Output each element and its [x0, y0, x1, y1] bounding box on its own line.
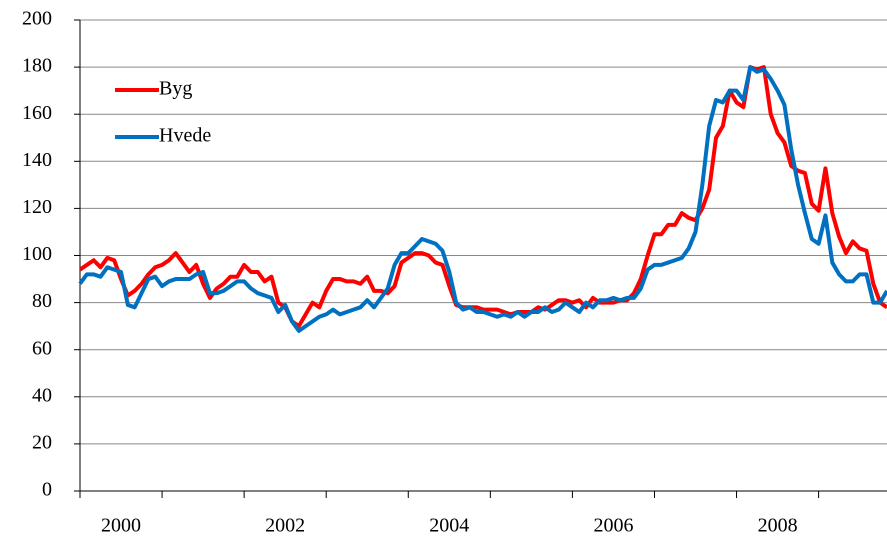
- x-tick-label: 2000: [101, 515, 141, 537]
- y-tick-label: 40: [32, 384, 52, 406]
- y-tick-label: 100: [22, 243, 52, 265]
- x-tick-label: 2002: [265, 515, 305, 537]
- y-tick-label: 20: [32, 431, 52, 453]
- y-tick-label: 160: [22, 102, 52, 124]
- data-line: [78, 65, 887, 329]
- y-tick-label: 0: [42, 479, 52, 501]
- x-tick-label: 2008: [758, 515, 798, 537]
- y-tick-label: 80: [32, 290, 52, 312]
- legend-label: Byg: [159, 78, 192, 100]
- y-tick-label: 140: [22, 149, 52, 171]
- y-tick-label: 120: [22, 196, 52, 218]
- data-line: [78, 65, 887, 333]
- legend-label: Hvede: [159, 125, 211, 147]
- x-tick-label: 2004: [429, 515, 469, 537]
- y-tick-label: 180: [22, 55, 52, 77]
- y-tick-label: 200: [22, 8, 52, 30]
- x-tick-label: 2006: [593, 515, 633, 537]
- y-tick-label: 60: [32, 337, 52, 359]
